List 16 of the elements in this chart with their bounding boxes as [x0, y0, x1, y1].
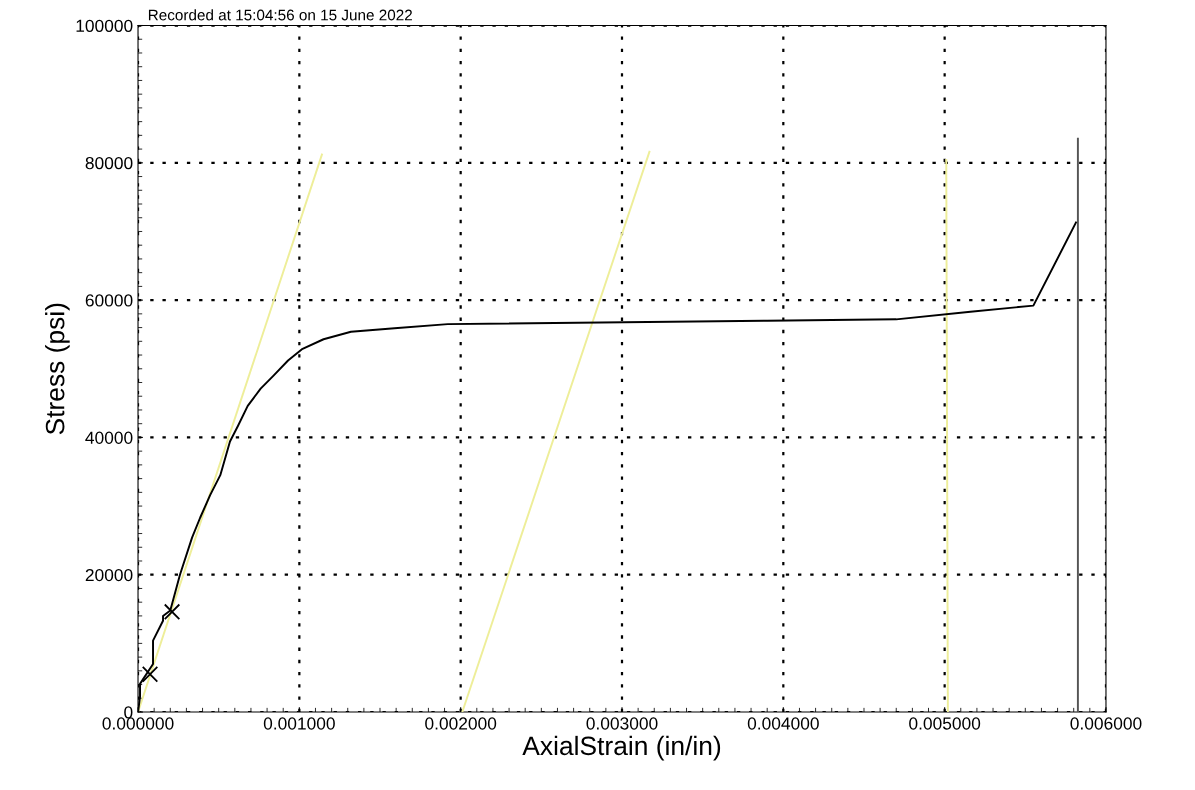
text: Recorded at 15:04:56 on 15 June 2022 — [148, 9, 412, 21]
x-tick-label: 0.004000 — [747, 717, 819, 730]
x-tick-label: 0.005000 — [909, 717, 981, 730]
y-tick-label: 60000 — [85, 294, 133, 307]
x-tick-label: 0.003000 — [586, 717, 658, 730]
x-tick-label: 0.002000 — [425, 717, 497, 730]
x-tick-label: 0.001000 — [263, 717, 335, 730]
y-tick-label: 100000 — [76, 19, 133, 32]
y-tick-label: 20000 — [85, 568, 133, 582]
x-tick-label: 0.000000 — [102, 717, 174, 730]
y-tick-label: 80000 — [85, 156, 133, 170]
x-tick-label: 0.006000 — [1070, 717, 1142, 730]
y-tick-label: 0 — [124, 706, 133, 719]
y-tick-label: 40000 — [85, 431, 133, 444]
y-axis-title: Stress (psi) — [45, 303, 70, 435]
x-axis-title: AxialStrain (in/in) — [522, 735, 721, 761]
